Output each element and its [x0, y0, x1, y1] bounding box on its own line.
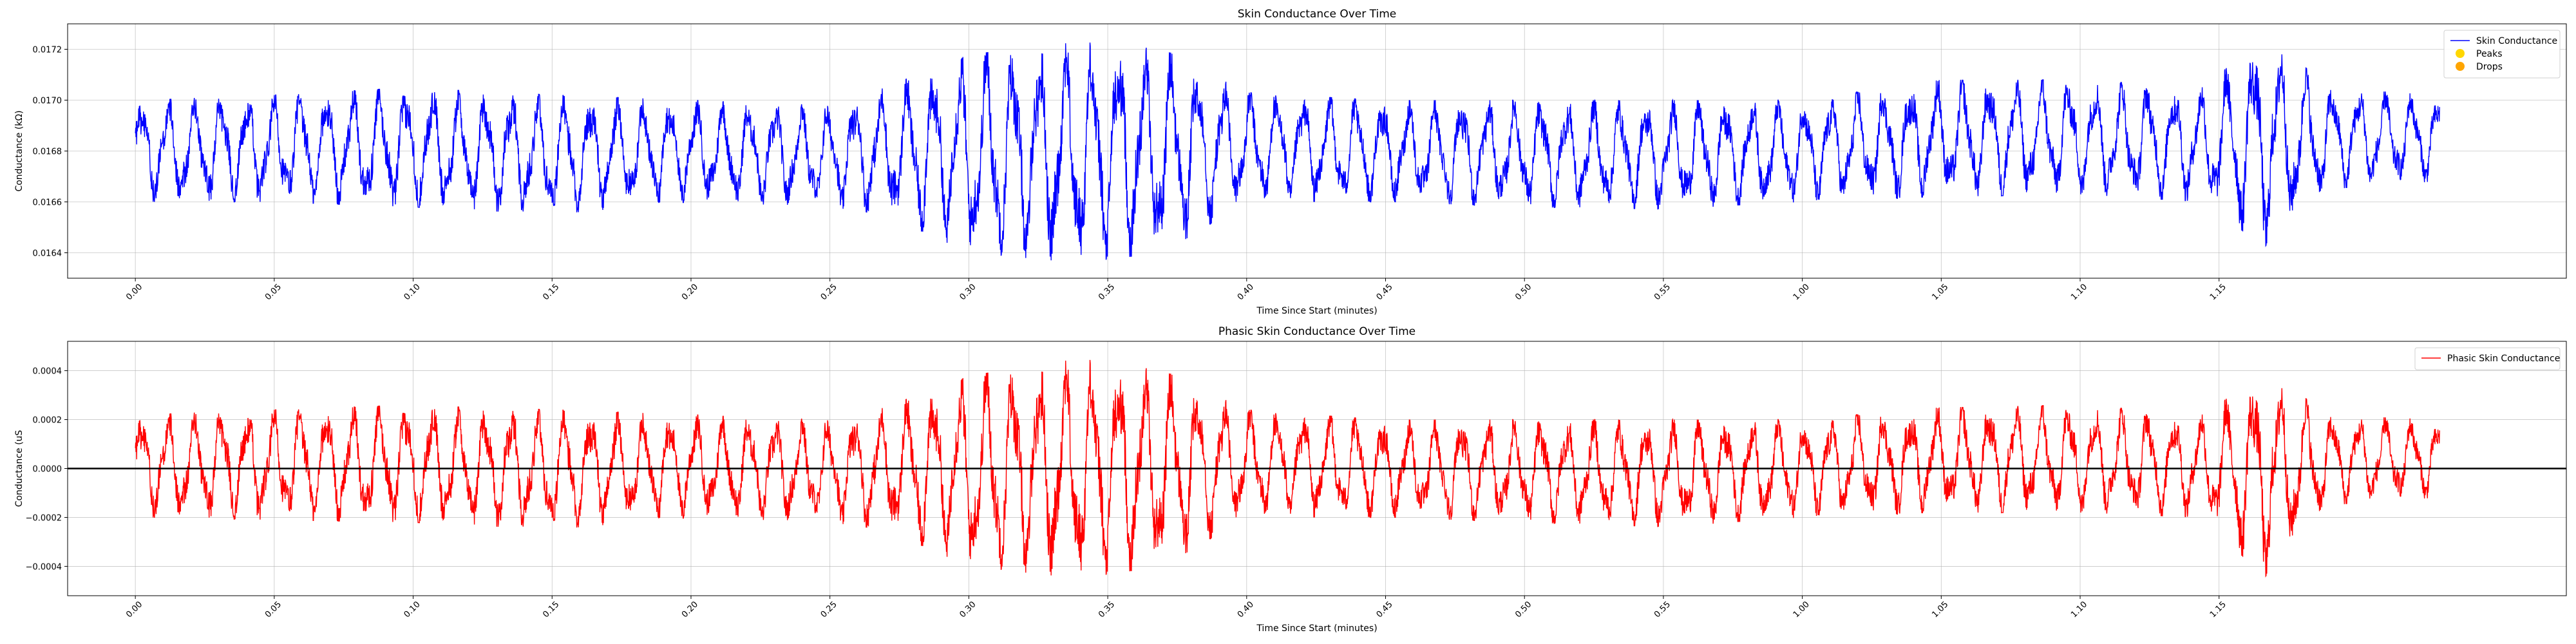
x-tick-label: 0.35	[1097, 600, 1117, 620]
x-tick-label: 0.10	[402, 282, 422, 302]
chart-title: Phasic Skin Conductance Over Time	[1218, 325, 1416, 338]
x-tick-label: 0.05	[263, 282, 283, 302]
x-tick-label: 1.05	[1930, 282, 1950, 302]
y-tick-label: 0.0000	[33, 465, 62, 475]
legend-box	[2443, 30, 2561, 79]
y-tick-label: −0.0004	[26, 562, 62, 572]
x-tick-label: 1.05	[1930, 600, 1950, 620]
x-tick-label: 0.25	[819, 282, 839, 302]
x-tick-label: 0.10	[402, 600, 422, 620]
x-tick-label: 0.50	[1513, 600, 1533, 620]
x-tick-label: 0.35	[1097, 282, 1117, 302]
y-tick-label: 0.0166	[33, 198, 62, 208]
legend-box	[2414, 347, 2561, 370]
x-tick-label: 1.10	[2069, 600, 2089, 620]
series-line-1	[135, 43, 2440, 261]
y-tick-label: 0.0168	[33, 147, 62, 157]
x-tick-label: 0.15	[541, 282, 561, 302]
legend-label: Drops	[2476, 62, 2503, 72]
x-tick-label: 0.55	[1653, 600, 1672, 620]
x-tick-label: 1.15	[2208, 600, 2228, 620]
y-tick-label: 0.0172	[33, 46, 62, 55]
x-tick-label: 0.55	[1653, 282, 1672, 302]
axes-frame	[67, 23, 2567, 279]
legend-label: Phasic Skin Conductance	[2447, 354, 2560, 364]
x-tick-label: 0.20	[680, 282, 700, 302]
x-tick-label: 0.40	[1236, 282, 1256, 302]
y-tick-label: 0.0002	[33, 416, 62, 426]
x-tick-label: 0.40	[1236, 600, 1256, 620]
x-tick-label: 0.45	[1375, 600, 1395, 620]
x-tick-label: 0.30	[958, 600, 978, 620]
legend-label: Skin Conductance	[2476, 36, 2557, 46]
x-tick-label: 0.45	[1375, 282, 1395, 302]
chart-title: Skin Conductance Over Time	[1238, 8, 1396, 21]
x-tick-label: 0.30	[958, 282, 978, 302]
x-tick-label: 1.00	[1792, 600, 1812, 620]
x-tick-label: 0.15	[541, 600, 561, 620]
x-tick-label: 0.20	[680, 600, 700, 620]
x-tick-label: 1.00	[1792, 282, 1812, 302]
x-tick-label: 0.05	[263, 600, 283, 620]
x-tick-label: 0.25	[819, 600, 839, 620]
y-axis-label: Conductance (uS	[14, 430, 24, 507]
legend-marker-swatch	[2456, 49, 2465, 58]
y-tick-label: 0.0004	[33, 367, 62, 377]
x-tick-label: 1.10	[2069, 282, 2089, 302]
y-axis-label: Conductance (kΩ)	[14, 110, 24, 191]
series-line-1	[135, 359, 2440, 578]
legend-marker-swatch	[2456, 62, 2465, 71]
phasic-conductance-axes: 0.00 0.05 0.10 0.15 0.20 0.25 0.30 0.35 0.40 0.45…	[14, 325, 2567, 634]
skin-conductance-axes: 0.00 0.05 0.10 0.15 0.20 0.25 0.30 0.35 0.40 0.45…	[14, 8, 2567, 316]
x-axis-label: Time Since Start (minutes)	[1256, 306, 1377, 316]
x-axis-label: Time Since Start (minutes)	[1256, 623, 1377, 634]
x-tick-label: 0.00	[124, 282, 144, 302]
x-tick-label: 0.50	[1513, 282, 1533, 302]
x-tick-label: 1.15	[2208, 282, 2228, 302]
y-tick-label: −0.0002	[26, 513, 62, 523]
axes-frame	[67, 341, 2567, 596]
y-tick-label: 0.0164	[33, 249, 62, 259]
y-tick-label: 0.0170	[33, 97, 62, 106]
legend-label: Peaks	[2476, 49, 2503, 59]
x-tick-label: 0.00	[124, 600, 144, 620]
